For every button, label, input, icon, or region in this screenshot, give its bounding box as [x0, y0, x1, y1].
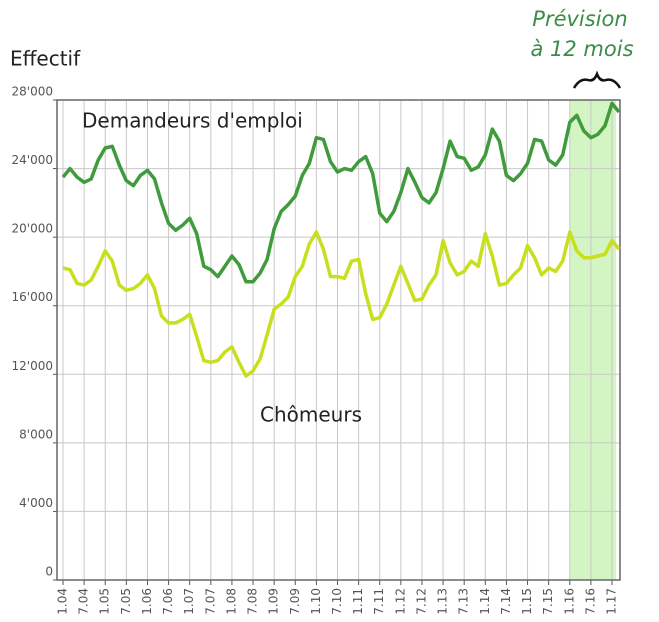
y-tick-label: 8'000: [19, 427, 53, 441]
plot-frame: [56, 99, 621, 581]
x-tick-label: 1.12: [393, 588, 407, 615]
y-tick-label: 28'000: [12, 85, 53, 99]
x-tick-label: 7.08: [246, 588, 260, 615]
x-tick-label: 1.11: [351, 588, 365, 615]
x-tick-label: 1.08: [224, 588, 238, 615]
x-tick-label: 1.10: [309, 588, 323, 615]
x-tick-label: 7.09: [288, 588, 302, 615]
series-line: [62, 230, 621, 378]
forecast-area: [569, 100, 616, 580]
y-tick-label: 16'000: [12, 290, 53, 304]
x-tick-label: 7.13: [457, 588, 471, 615]
x-tick-label: 7.04: [77, 588, 91, 615]
x-tick-label: 7.05: [119, 588, 133, 615]
forecast-brace: [572, 70, 622, 89]
x-tick-label: 7.11: [372, 588, 386, 615]
series-label: Demandeurs d'emploi: [82, 109, 303, 133]
y-tick-label: 20'000: [12, 222, 53, 236]
forecast-label: Prévision: [532, 7, 627, 31]
y-axis-label: Effectif: [10, 47, 81, 71]
x-tick-label: 7.15: [541, 588, 555, 615]
x-tick-label: 1.07: [182, 588, 196, 615]
x-tick-label: 7.12: [414, 588, 428, 615]
x-tick-label: 1.15: [520, 588, 534, 615]
x-tick-label: 1.13: [436, 588, 450, 615]
y-tick-label: 24'000: [12, 153, 53, 167]
x-tick-label: 7.16: [583, 588, 597, 615]
series-label: Chômeurs: [260, 403, 362, 427]
forecast-label: à 12 mois: [530, 37, 633, 61]
x-tick-label: 7.10: [330, 588, 344, 615]
x-tick-label: 1.16: [562, 588, 576, 615]
y-tick-label: 4'000: [19, 496, 53, 510]
x-tick-label: 1.14: [478, 588, 492, 615]
x-tick-label: 7.07: [203, 588, 217, 615]
x-tick-label: 7.06: [161, 588, 175, 615]
y-tick-label: 12'000: [12, 359, 53, 373]
x-tick-label: 1.06: [140, 588, 154, 615]
y-tick-label: 0: [45, 565, 53, 579]
x-tick-label: 1.09: [267, 588, 281, 615]
x-tick-label: 1.05: [98, 588, 112, 615]
x-tick-label: 7.14: [499, 588, 513, 615]
x-tick-label: 1.17: [605, 588, 619, 615]
series-line: [61, 101, 621, 284]
x-tick-label: 1.04: [56, 588, 70, 615]
